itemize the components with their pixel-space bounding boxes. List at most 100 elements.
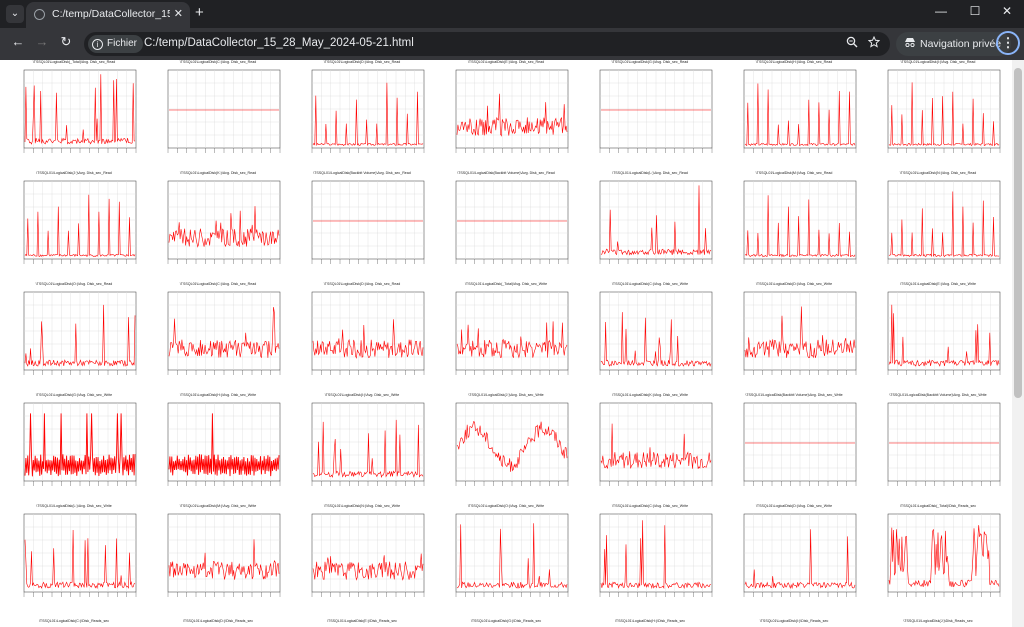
plot-title: \TSSQL01\LogicalDisk(N:)\Avg. Disk_sec_W… — [323, 504, 401, 508]
plot-chart — [167, 69, 281, 153]
plot-cell: \TSSQL01\LogicalDisk(J:)\Avg. Disk_sec_R… — [6, 171, 142, 281]
plot-title: \TSSQL01\LogicalDisk(M:)\Avg. Disk_sec_W… — [179, 504, 257, 508]
plot-title: \TSSQL01\LogicalDisk(O:)\Avg. Disk_sec_R… — [35, 282, 113, 286]
plot-cell: \TSSQL01\LogicalDisk(O:)\Avg. Disk_sec_W… — [438, 504, 574, 614]
plot-cell: \TSSQL01\LogicalDisk(C:)\Avg. Disk_sec_R… — [150, 60, 286, 170]
plot-title: \TSSQL01\LogicalDisk(N:)\Avg. Disk_sec_R… — [899, 171, 977, 175]
site-info-chip[interactable]: i Fichier — [88, 35, 144, 53]
plot-title: \TSSQL01\LogicalDisk(Backbit Volume)\Avg… — [745, 393, 843, 397]
close-window-button[interactable]: ✕ — [1001, 4, 1013, 18]
plot-cell: \TSSQL01\LogicalDisk(D:)\Avg. Disk_sec_R… — [294, 282, 430, 392]
plot-cell: \TSSQL01\LogicalDisk(G:)\Avg. Disk_sec_R… — [582, 60, 718, 170]
plot-title: \TSSQL01\LogicalDisk(C:)\Avg. Disk_sec_W… — [611, 282, 689, 286]
series-line — [888, 525, 1000, 588]
plot-chart — [23, 402, 137, 486]
new-tab-button[interactable]: + — [195, 4, 204, 21]
plot-chart — [455, 402, 569, 486]
plot-cell: \TSSQL01\LogicalDisk(D:)\Avg. Disk_sec_W… — [726, 282, 862, 392]
minimize-button[interactable]: — — [935, 4, 947, 18]
plot-title: \TSSQL01\LogicalDisk(H:)\Avg. Disk_sec_R… — [755, 60, 833, 64]
scrollbar-thumb[interactable] — [1014, 68, 1022, 398]
plot-cell: \TSSQL01\LogicalDisk(_Total)\Avg. Disk_s… — [6, 60, 142, 170]
series-line — [24, 74, 136, 145]
incognito-label: Navigation privée — [920, 38, 1002, 50]
plot-chart — [599, 180, 713, 264]
series-line — [456, 421, 568, 472]
incognito-indicator[interactable]: Navigation privée — [896, 32, 1012, 56]
tab-active[interactable]: C:/temp/DataCollector_15_28_M ✕ — [26, 2, 190, 28]
plot-cell: \TSSQL01\LogicalDisk(M:)\Avg. Disk_sec_R… — [726, 171, 862, 281]
plot-chart — [311, 402, 425, 486]
plot-chart — [311, 291, 425, 375]
series-line — [600, 423, 712, 469]
back-button[interactable]: ← — [11, 34, 25, 49]
plot-chart — [887, 402, 1001, 486]
url-text[interactable]: C:/temp/DataCollector_15_28_May_2024-05-… — [144, 37, 414, 49]
plot-cell: \TSSQL01\LogicalDisk(I:)\Avg. Disk_sec_R… — [870, 60, 1006, 170]
series-line — [888, 304, 1000, 367]
plot-title: \TSSQL01\LogicalDisk(O:)\Avg. Disk_sec_W… — [467, 504, 545, 508]
plot-title: \TSSQL01\LogicalDisk(C:)\Avg. Disk_sec_R… — [179, 60, 257, 64]
plot-chart — [455, 513, 569, 597]
plot-cell: \TSSQL01\LogicalDisk(Backbit Volume)\Avg… — [294, 171, 430, 281]
forward-button[interactable]: → — [35, 34, 49, 49]
series-line — [744, 306, 856, 359]
plot-title: \TSSQL01\LogicalDisk(J:)\Disk_Reads_sec — [903, 619, 973, 623]
plot-chart — [887, 180, 1001, 264]
series-line — [312, 82, 424, 147]
series-line — [168, 307, 280, 358]
plot-grid: \TSSQL01\LogicalDisk(_Total)\Avg. Disk_s… — [0, 60, 1012, 627]
plot-chart — [887, 291, 1001, 375]
series-line — [168, 206, 280, 248]
plot-cell: \TSSQL01\LogicalDisk(E:)\Avg. Disk_sec_R… — [438, 60, 574, 170]
series-line — [600, 312, 712, 367]
plot-title: \TSSQL01\LogicalDisk(J:)\Avg. Disk_sec_R… — [36, 171, 112, 175]
series-line — [168, 539, 280, 580]
chip-label: Fichier — [107, 38, 138, 49]
series-line — [744, 195, 856, 258]
plot-cell: \TSSQL01\LogicalDisk(_Total)\Disk_Reads_… — [870, 504, 1006, 614]
series-line — [456, 321, 568, 359]
plot-title: \TSSQL01\LogicalDisk(J:)\Avg. Disk_sec_W… — [468, 393, 544, 397]
plot-chart — [743, 291, 857, 375]
plot-title: \TSSQL01\LogicalDisk(H:)\Disk_Reads_sec — [614, 619, 686, 623]
plot-cell: \TSSQL01\LogicalDisk(D:)\Avg. Disk_sec_W… — [726, 504, 862, 614]
plot-chart — [167, 180, 281, 264]
incognito-icon — [904, 32, 916, 56]
info-icon: i — [92, 39, 103, 50]
plot-chart — [599, 69, 713, 153]
plot-cell: \TSSQL01\LogicalDisk(H:)\Avg. Disk_sec_R… — [726, 60, 862, 170]
plot-title: \TSSQL01\LogicalDisk(G:)\Avg. Disk_sec_R… — [611, 60, 689, 64]
browser-menu-button[interactable]: ⋮ — [996, 31, 1020, 55]
plot-title: \TSSQL01\LogicalDisk(K:)\Avg. Disk_sec_W… — [612, 393, 688, 397]
address-bar[interactable]: i Fichier C:/temp/DataCollector_15_28_May… — [84, 32, 890, 56]
tab-close-icon[interactable]: ✕ — [173, 8, 183, 20]
maximize-button[interactable]: ☐ — [969, 4, 981, 18]
plot-chart — [887, 69, 1001, 153]
plot-cell: \TSSQL01\LogicalDisk(H:)\Avg. Disk_sec_W… — [150, 393, 286, 503]
plot-title: \TSSQL01\LogicalDisk(D:)\Avg. Disk_sec_R… — [323, 60, 401, 64]
plot-chart — [455, 180, 569, 264]
plot-chart — [23, 291, 137, 375]
plot-chart — [455, 291, 569, 375]
plot-cell: \TSSQL01\LogicalDisk(D:)\Avg. Disk_sec_R… — [294, 60, 430, 170]
plot-title: \TSSQL01\LogicalDisk(D:)\Disk_Reads_sec — [182, 619, 254, 623]
plot-cell: \TSSQL01\LogicalDisk(O:)\Avg. Disk_sec_R… — [6, 282, 142, 392]
series-line — [312, 319, 424, 359]
browser-toolbar: ← → ↻ i Fichier C:/temp/DataCollector_15_… — [0, 28, 1024, 60]
plot-cell: \TSSQL01\LogicalDisk(Backbit Volume)\Avg… — [726, 393, 862, 503]
zoom-icon[interactable] — [846, 36, 858, 51]
series-line — [600, 520, 711, 590]
star-icon[interactable] — [867, 35, 881, 51]
reload-button[interactable]: ↻ — [60, 34, 72, 49]
plot-chart — [23, 513, 137, 597]
plot-title: \TSSQL01\LogicalDisk(E:)\Avg. Disk_sec_R… — [467, 60, 545, 64]
plot-cell: \TSSQL01\LogicalDisk(E:)\Avg. Disk_sec_W… — [870, 282, 1006, 392]
series-line — [24, 304, 136, 367]
tab-search-button[interactable]: ⌄ — [6, 5, 24, 23]
series-line — [24, 529, 136, 590]
plot-title: \TSSQL01\LogicalDisk(E:)\Avg. Disk_sec_W… — [900, 282, 976, 286]
plot-title: \TSSQL01\LogicalDisk(E:)\Disk_Reads_sec — [327, 619, 397, 623]
tab-title: C:/temp/DataCollector_15_28_M — [52, 8, 170, 20]
plot-title: \TSSQL01\LogicalDisk(D:)\Avg. Disk_sec_W… — [755, 282, 833, 286]
